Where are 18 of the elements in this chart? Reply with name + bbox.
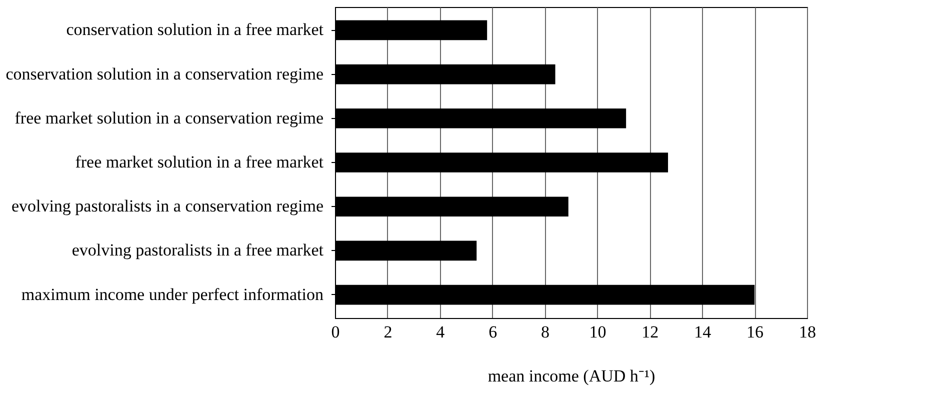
x-tick-label: 12	[642, 322, 659, 342]
y-tick-label: free market solution in a free market	[75, 152, 324, 172]
y-tick-label: conservation solution in a free market	[66, 20, 324, 40]
y-tick-label: free market solution in a conservation regime	[14, 108, 324, 128]
x-tick-label: 18	[799, 322, 816, 342]
x-tick-label: 8	[541, 322, 550, 342]
y-tick-label: evolving pastoralists in a conservation regime	[11, 196, 324, 216]
y-tick-label: conservation solution in a conservation regime	[6, 64, 324, 84]
y-tick-label: evolving pastoralists in a free market	[72, 240, 324, 260]
x-tick-label: 2	[384, 322, 392, 342]
x-tick-label: 16	[746, 322, 764, 342]
x-tick-label: 0	[331, 322, 340, 342]
x-tick-label: 4	[436, 322, 446, 342]
x-axis-title: mean income (AUD h⁻¹)	[488, 366, 656, 386]
y-tick-label: maximum income under perfect information	[21, 284, 324, 304]
x-tick-label: 6	[488, 322, 498, 342]
x-tick-label: 10	[589, 322, 606, 342]
x-tick-label: 14	[694, 322, 712, 342]
